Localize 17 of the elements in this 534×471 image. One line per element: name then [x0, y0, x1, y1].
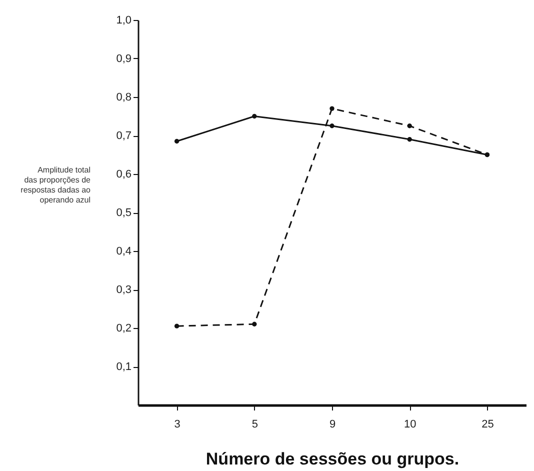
x-tick-label: 10 [404, 418, 416, 430]
y-axis-title: Amplitude total das proporções de respostas dadas ao operando azul [20, 166, 92, 204]
x-tick-label: 3 [174, 418, 180, 430]
y-tick-label: 1,0 [116, 14, 132, 26]
y-tick-label: 0,7 [116, 130, 132, 142]
x-tick-label: 25 [482, 418, 494, 430]
x-tick-label: 5 [252, 418, 258, 430]
y-tick-label: 0,8 [116, 92, 132, 104]
y-tick-label: 0,5 [116, 207, 132, 219]
y-tick-label: 0,2 [116, 322, 132, 334]
y-tick-label: 0,1 [116, 361, 132, 373]
y-tick-label: 0,3 [116, 284, 132, 296]
x-tick-label: 9 [329, 418, 336, 430]
y-tick-label: 0,9 [116, 53, 132, 65]
x-axis-title: Número de sessões ou grupos. [206, 450, 460, 468]
y-tick-label: 0,4 [116, 246, 132, 258]
y-tick-label: 0,6 [116, 168, 132, 180]
